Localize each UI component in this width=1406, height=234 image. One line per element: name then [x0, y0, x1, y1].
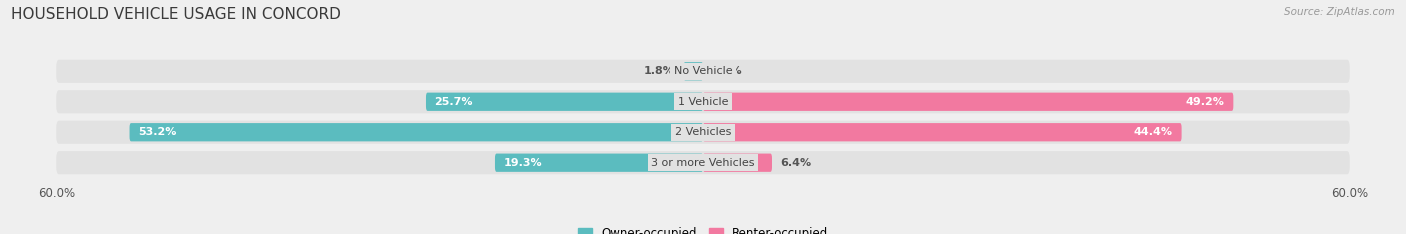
FancyBboxPatch shape	[129, 123, 703, 141]
FancyBboxPatch shape	[56, 121, 1350, 144]
FancyBboxPatch shape	[56, 60, 1350, 83]
Text: 6.4%: 6.4%	[780, 158, 811, 168]
FancyBboxPatch shape	[703, 123, 1181, 141]
Text: 0.0%: 0.0%	[711, 66, 742, 76]
FancyBboxPatch shape	[56, 90, 1350, 113]
Text: 2 Vehicles: 2 Vehicles	[675, 127, 731, 137]
Text: 1 Vehicle: 1 Vehicle	[678, 97, 728, 107]
Text: No Vehicle: No Vehicle	[673, 66, 733, 76]
Text: 19.3%: 19.3%	[503, 158, 543, 168]
Legend: Owner-occupied, Renter-occupied: Owner-occupied, Renter-occupied	[572, 222, 834, 234]
FancyBboxPatch shape	[703, 154, 772, 172]
Text: HOUSEHOLD VEHICLE USAGE IN CONCORD: HOUSEHOLD VEHICLE USAGE IN CONCORD	[11, 7, 342, 22]
Text: 53.2%: 53.2%	[138, 127, 177, 137]
Text: 49.2%: 49.2%	[1185, 97, 1225, 107]
FancyBboxPatch shape	[426, 93, 703, 111]
Text: 1.8%: 1.8%	[644, 66, 675, 76]
Text: 25.7%: 25.7%	[434, 97, 472, 107]
FancyBboxPatch shape	[683, 62, 703, 80]
Text: 3 or more Vehicles: 3 or more Vehicles	[651, 158, 755, 168]
FancyBboxPatch shape	[495, 154, 703, 172]
Text: 44.4%: 44.4%	[1135, 127, 1173, 137]
FancyBboxPatch shape	[56, 151, 1350, 174]
Text: Source: ZipAtlas.com: Source: ZipAtlas.com	[1284, 7, 1395, 17]
FancyBboxPatch shape	[703, 93, 1233, 111]
